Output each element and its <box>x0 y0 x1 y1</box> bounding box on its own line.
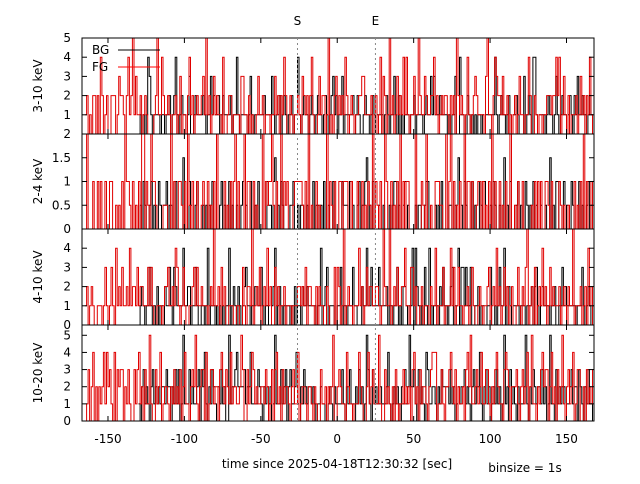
y-axis-label: 2-4 keV <box>31 158 45 204</box>
panel-frame <box>81 324 595 422</box>
x-tick-label: 0 <box>333 432 341 446</box>
y-tick-label: 1 <box>63 397 71 411</box>
panel-1: 1 2 3 4 5 2 3-10 keV <box>31 31 595 141</box>
y-tick-label-bottom: 0 <box>63 318 71 332</box>
y-tick-label: 1.5 <box>52 151 71 165</box>
y-tick-label: 5 <box>63 328 71 342</box>
y-tick-label-bottom: 0 <box>63 222 71 236</box>
x-tick-label: -150 <box>94 432 121 446</box>
panel-2: 0.5 1 1.5 0 2-4 keV <box>31 133 595 236</box>
y-tick-label-bottom: 2 <box>63 127 71 141</box>
panel-3: 1 2 3 4 0 4-10 keV <box>31 228 595 332</box>
legend: BG FG <box>92 43 160 74</box>
y-tick-label: 2 <box>63 380 71 394</box>
y-tick-label: 1 <box>63 299 71 313</box>
y-tick-label: 2 <box>63 280 71 294</box>
x-axis-label: time since 2025-04-18T12:30:32 [sec] <box>222 457 452 471</box>
panel-4: 0 1 2 3 4 5 10-20 keV <box>31 324 595 428</box>
legend-label: FG <box>92 60 108 74</box>
y-tick-label: 0 <box>63 414 71 428</box>
y-tick-label: 1 <box>63 108 71 122</box>
marker-label: S <box>294 14 302 28</box>
y-tick-label: 3 <box>63 69 71 83</box>
y-tick-label: 4 <box>63 241 71 255</box>
x-tick-label: 50 <box>406 432 421 446</box>
x-tick-label: 100 <box>479 432 502 446</box>
y-tick-label: 2 <box>63 89 71 103</box>
x-tick-label: 150 <box>555 432 578 446</box>
y-tick-label: 3 <box>63 260 71 274</box>
y-tick-label: 5 <box>63 31 71 45</box>
x-axis-ticks: -150 -100 -50 0 50 100 150 <box>94 432 578 446</box>
y-axis-label: 4-10 keV <box>31 250 45 304</box>
fg-step-line <box>85 334 594 422</box>
panels-group: 1 2 3 4 5 2 3-10 keV 0.5 1 1.5 0 2-4 keV 1 2 3 4 0 4-10 k… <box>31 31 595 428</box>
marker-label: E <box>372 14 380 28</box>
fg-step-line <box>85 228 594 326</box>
y-tick-label: 0.5 <box>52 198 71 212</box>
x-tick-label: -50 <box>251 432 271 446</box>
y-axis-label: 10-20 keV <box>31 342 45 404</box>
binsize-note: binsize = 1s <box>488 461 561 475</box>
y-tick-label: 1 <box>63 175 71 189</box>
y-tick-label: 4 <box>63 50 71 64</box>
x-tick-label: -100 <box>171 432 198 446</box>
y-axis-label: 3-10 keV <box>31 59 45 113</box>
y-tick-label: 4 <box>63 345 71 359</box>
y-tick-label: 3 <box>63 363 71 377</box>
legend-label: BG <box>92 43 109 57</box>
